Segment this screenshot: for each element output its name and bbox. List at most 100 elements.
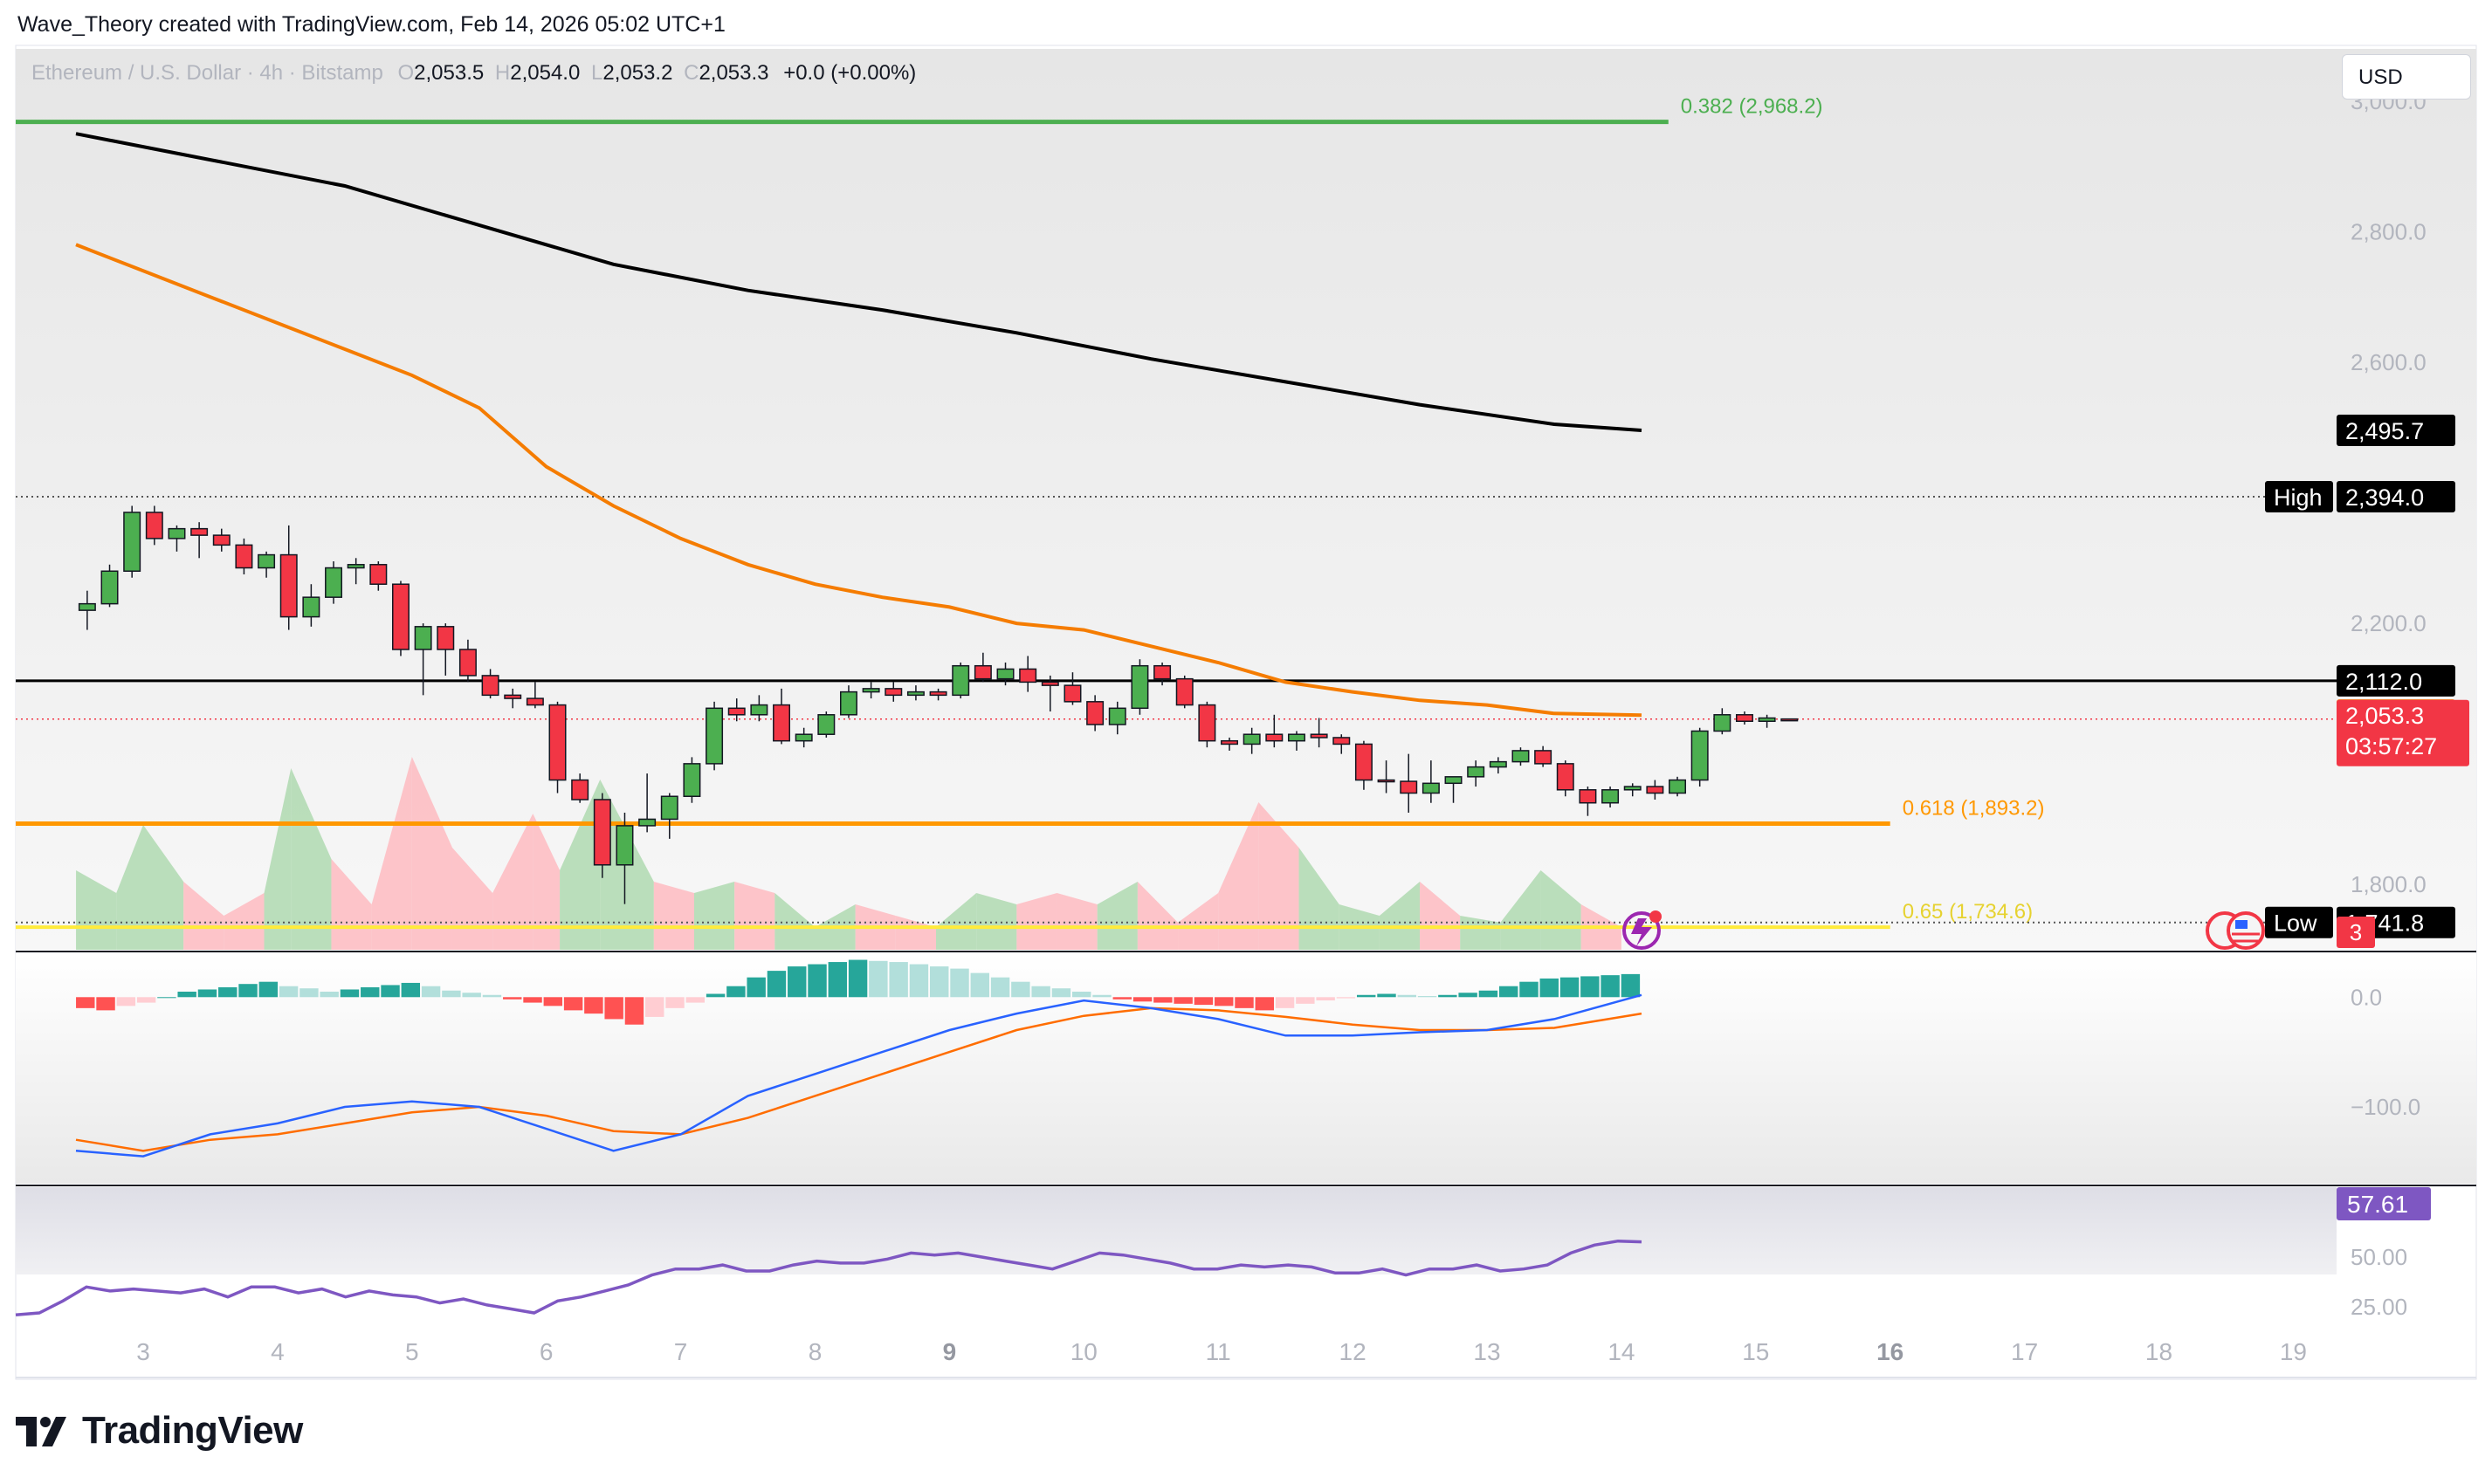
candle-body	[1019, 668, 1037, 684]
macd-histogram-bar	[543, 997, 563, 1007]
volume-profile-segment	[734, 882, 775, 950]
macd-histogram-bar	[1316, 997, 1335, 1001]
macd-histogram-bar	[685, 997, 706, 1003]
candle-body	[1400, 780, 1418, 794]
open-label: O	[397, 61, 415, 85]
levels-layer: 0.382 (2,968.2) 0.618 (1,893.2) 0.65 (1,73…	[16, 95, 2337, 930]
macd-histogram-bar	[523, 997, 542, 1003]
candle	[369, 561, 388, 591]
currency-selector-button[interactable]: USD	[2342, 54, 2471, 100]
rsi-axis-tick: 25.00	[2351, 1294, 2407, 1320]
macd-histogram-bar	[136, 997, 156, 1003]
macd-histogram-bar	[1092, 994, 1112, 998]
macd-histogram-bar	[1255, 997, 1274, 1011]
time-axis-tick: 4	[271, 1338, 285, 1365]
candle	[1534, 745, 1552, 767]
candle	[212, 528, 231, 552]
candle-body	[974, 664, 992, 680]
tradingview-logo[interactable]: TradingView	[16, 1409, 303, 1453]
price-labels-layer: 2,495.72,112.02,059.5High2,394.0Low1,741…	[2265, 414, 2469, 1220]
axis-layer: 3,000.02,800.02,600.02,200.01,800.00.0−1…	[136, 88, 2427, 1365]
volume-profile-segment	[1420, 882, 1461, 950]
macd-histogram-bar	[930, 966, 949, 998]
candle-body	[212, 534, 231, 546]
candle-body	[1131, 664, 1149, 710]
candle	[279, 525, 298, 630]
macd-histogram-bar	[828, 962, 848, 998]
macd-histogram-bar	[177, 992, 196, 998]
candle-body	[190, 527, 209, 536]
candle-body	[1646, 786, 1664, 794]
low-tag-bg	[2265, 906, 2333, 938]
current-price-label-bg	[2337, 699, 2469, 766]
candle	[1690, 727, 1709, 787]
volume-profile-segment	[371, 757, 412, 950]
macd-histogram-bar	[482, 994, 502, 998]
time-axis-tick: 13	[1473, 1338, 1500, 1365]
candle-body	[593, 799, 611, 866]
volume-profile-segment	[774, 893, 816, 950]
high-tag-bg	[2265, 481, 2333, 513]
fib-level-label: 0.382 (2,968.2)	[1681, 95, 1823, 119]
volume-profile-segment	[76, 870, 117, 950]
candle-body	[1310, 733, 1328, 739]
price-pane-background	[16, 49, 2476, 950]
macd-histogram-bar	[848, 959, 868, 998]
macd-histogram-bar	[665, 997, 685, 1008]
candle	[1332, 734, 1351, 754]
candle	[839, 685, 857, 718]
candle	[952, 662, 970, 699]
price-axis-tick: 2,600.0	[2351, 349, 2427, 375]
candle	[1713, 708, 1731, 735]
candle-body	[1623, 786, 1642, 791]
candle	[1735, 711, 1753, 725]
macd-histogram-bar	[1296, 997, 1315, 1004]
candle-body	[906, 690, 925, 697]
macd-histogram-bar	[1621, 973, 1641, 998]
candle	[773, 688, 791, 745]
candle	[1467, 760, 1485, 787]
candle	[1287, 731, 1305, 751]
macd-histogram-bar	[1072, 992, 1091, 998]
candle	[481, 669, 499, 699]
macd-histogram-bar	[604, 997, 623, 1020]
replay-icon[interactable]	[1622, 910, 1662, 950]
volume-profile-segment	[291, 768, 332, 950]
candle-body	[1690, 730, 1709, 781]
symbol-legend[interactable]: Ethereum / U.S. Dollar · 4h · Bitstamp O…	[31, 61, 916, 86]
candle	[347, 558, 365, 585]
rsi-axis-tick: 50.00	[2351, 1244, 2407, 1270]
candle	[1579, 787, 1597, 816]
macd-histogram-bar	[1519, 981, 1539, 998]
candle	[906, 685, 925, 701]
candle	[593, 793, 611, 878]
chart-attribution: Wave_Theory created with TradingView.com…	[17, 12, 726, 37]
macd-histogram-bar	[970, 972, 990, 998]
candle	[1669, 776, 1687, 797]
macd-histogram-bar	[747, 977, 766, 998]
candle	[1243, 727, 1261, 754]
volume-profile-segment	[1218, 802, 1259, 950]
macd-histogram-bar	[421, 986, 441, 998]
macd-histogram-bar	[1051, 988, 1071, 998]
candle-body	[1735, 714, 1753, 723]
candle-body	[683, 763, 701, 798]
macd-histogram-bar	[157, 997, 176, 999]
macd-histogram-bar	[1235, 997, 1254, 1008]
macd-histogram-bar	[1458, 993, 1477, 998]
volume-profile-segment	[451, 848, 493, 950]
us-flag-icon[interactable]	[2206, 911, 2265, 950]
volume-profile-segment	[411, 757, 452, 950]
macd-histogram-bar	[503, 997, 522, 1000]
macd-histogram-bar	[1153, 997, 1173, 1003]
symbol-name[interactable]: Ethereum / U.S. Dollar · 4h · Bitstamp	[31, 61, 383, 85]
candle	[727, 698, 746, 722]
candle-body	[839, 690, 857, 716]
rsi-band-background	[16, 1187, 2337, 1274]
candle	[1400, 753, 1418, 813]
candle	[706, 701, 724, 771]
macd-histogram-bar	[258, 981, 279, 998]
candle	[1377, 760, 1395, 794]
macd-histogram-bar	[197, 989, 217, 998]
